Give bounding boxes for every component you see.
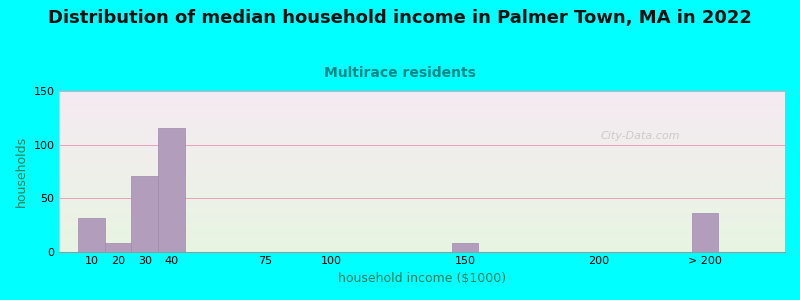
Text: Multirace residents: Multirace residents [324,66,476,80]
Bar [105,243,131,252]
Bar [158,128,185,252]
Bar [692,213,718,252]
Text: Distribution of median household income in Palmer Town, MA in 2022: Distribution of median household income … [48,9,752,27]
Text: City-Data.com: City-Data.com [600,131,680,141]
Bar [451,243,478,252]
X-axis label: household income ($1000): household income ($1000) [338,272,506,285]
Bar [131,176,158,252]
Y-axis label: households: households [15,136,28,207]
Bar [78,218,105,252]
